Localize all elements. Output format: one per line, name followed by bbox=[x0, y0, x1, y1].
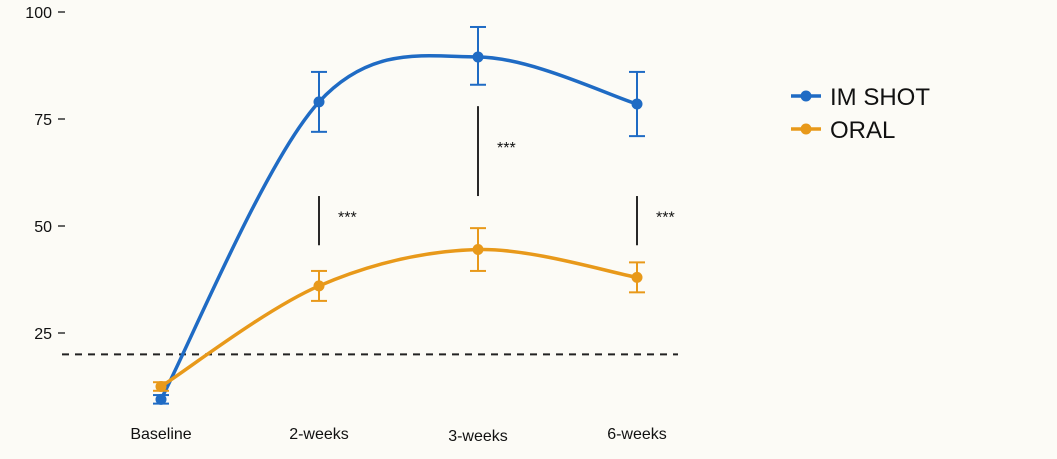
significance-label: *** bbox=[338, 210, 357, 227]
x-tick-label: 2-weeks bbox=[289, 426, 349, 443]
y-tick-label: 75 bbox=[34, 112, 52, 129]
data-point bbox=[313, 280, 325, 292]
data-point bbox=[313, 96, 325, 108]
y-axis: 25 50 75 100 bbox=[25, 5, 65, 343]
y-tick-label: 50 bbox=[34, 219, 52, 236]
data-point bbox=[155, 381, 167, 392]
series-group bbox=[153, 25, 645, 405]
x-tick-label: Baseline bbox=[130, 426, 191, 443]
significance-label: *** bbox=[497, 140, 516, 157]
data-point bbox=[155, 393, 167, 405]
legend: IM SHOT ORAL bbox=[791, 84, 930, 144]
legend-label: ORAL bbox=[830, 117, 895, 144]
significance-group: *** *** *** bbox=[318, 106, 675, 246]
series-line bbox=[159, 247, 639, 389]
significance-label: *** bbox=[656, 210, 675, 227]
data-point bbox=[631, 271, 643, 283]
series-line bbox=[159, 53, 639, 402]
legend-swatch-point bbox=[800, 123, 812, 135]
data-point bbox=[631, 98, 643, 110]
x-tick-label: 6-weeks bbox=[607, 426, 667, 443]
data-point bbox=[472, 51, 484, 63]
legend-swatch-point bbox=[800, 90, 812, 102]
data-point bbox=[472, 244, 484, 256]
legend-label: IM SHOT bbox=[830, 84, 930, 111]
y-tick-label: 100 bbox=[25, 5, 52, 22]
x-tick-label: 3-weeks bbox=[448, 428, 508, 445]
x-axis: Baseline 2-weeks 3-weeks 6-weeks bbox=[130, 426, 666, 445]
y-tick-label: 25 bbox=[34, 326, 52, 343]
